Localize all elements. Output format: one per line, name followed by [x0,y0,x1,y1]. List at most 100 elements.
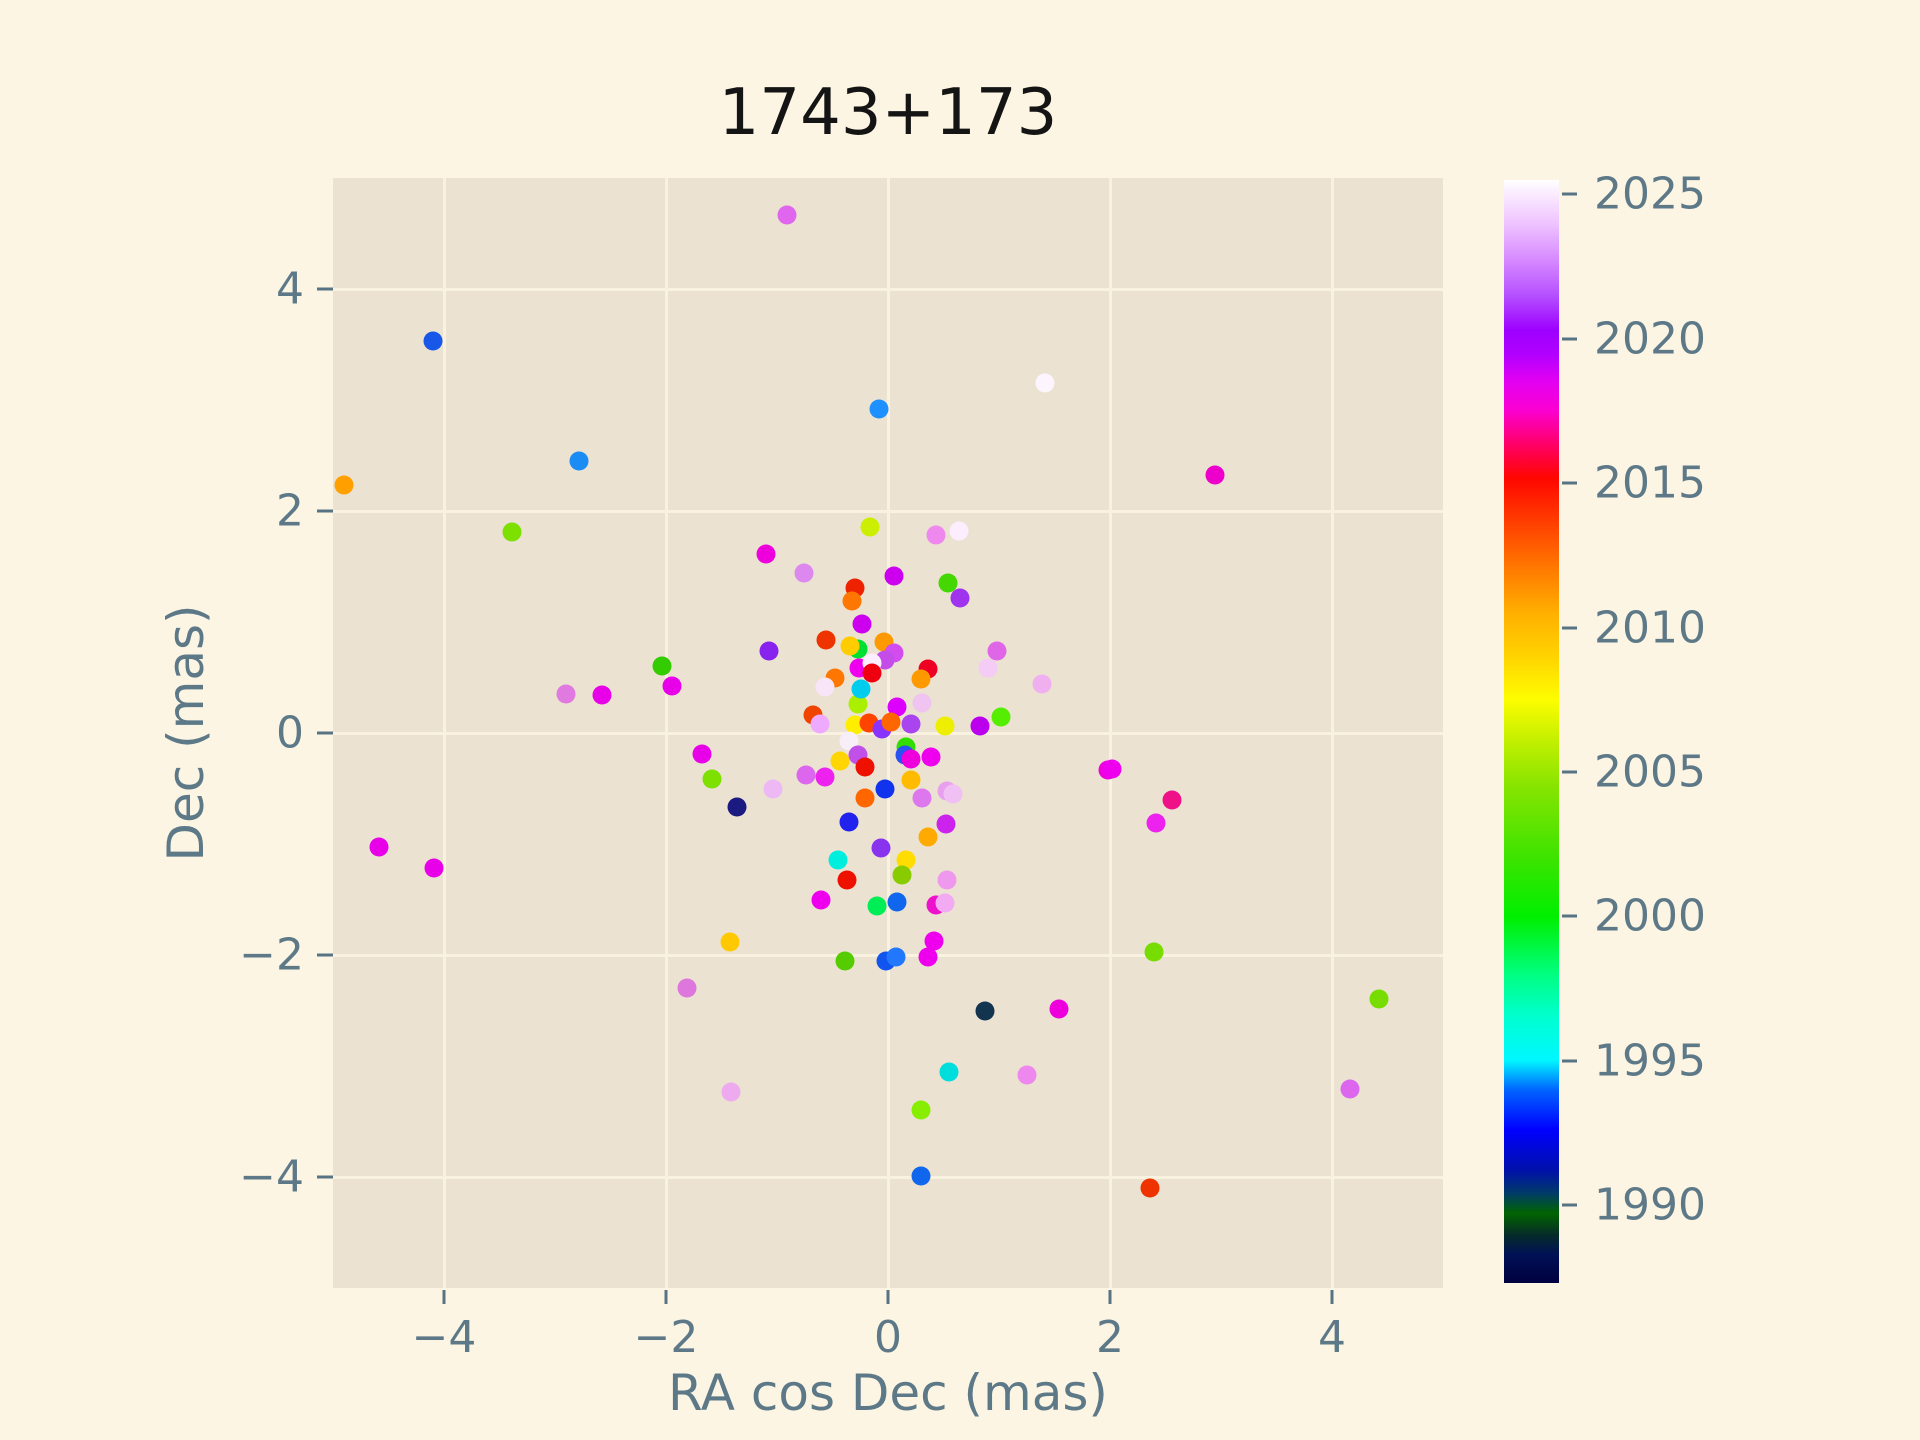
y-tick-label: 4 [276,263,304,315]
data-point [862,663,882,683]
x-tick-label: 4 [1318,1312,1346,1363]
colorbar-tick-label: 2010 [1594,602,1706,654]
colorbar-tick-mark [1562,1203,1577,1207]
data-point [855,757,875,777]
data-point [1102,759,1122,779]
data-point [811,890,831,909]
colorbar [1504,180,1559,1283]
data-point [727,797,747,817]
data-point [911,1166,931,1186]
y-tick-label: 0 [276,707,304,759]
data-point [423,331,443,351]
data-point [937,870,957,890]
data-point [830,751,850,771]
data-point [926,525,946,545]
data-point [756,544,776,564]
colorbar-tick-mark [1562,1059,1577,1063]
gridline-horizontal [333,1175,1443,1179]
data-point [840,636,860,656]
data-point [860,517,880,537]
data-point [887,892,907,912]
data-point [875,779,895,798]
data-point [677,978,697,998]
data-point [892,865,912,885]
colorbar-tick-label: 2015 [1594,457,1706,509]
y-tick-mark [317,287,333,291]
data-point [970,716,990,736]
colorbar-tick-mark [1562,914,1577,918]
y-tick-mark [317,953,333,957]
chart-title: 1743+173 [718,76,1058,150]
data-point [502,522,522,542]
data-point [887,697,907,717]
data-point [720,932,740,952]
data-point [816,630,836,650]
gridline-horizontal [333,287,1443,291]
data-point [911,669,931,689]
data-point [759,641,779,661]
data-point [943,784,963,804]
data-point [815,767,835,787]
x-tick-label: −4 [411,1312,477,1363]
data-point [896,850,916,870]
data-point [938,573,958,593]
colorbar-tick-label: 1995 [1594,1035,1706,1087]
data-point [939,1062,959,1082]
data-point [702,769,721,788]
data-point [1049,999,1069,1019]
data-point [796,765,816,785]
data-point [851,679,871,699]
y-axis-label: Dec (mas) [157,604,215,862]
x-axis-label: RA cos Dec (mas) [668,1364,1108,1422]
data-point [950,588,970,608]
data-point [901,749,921,769]
data-point [1032,674,1052,694]
data-point [978,658,998,677]
data-point [842,591,862,611]
plot-area [333,178,1443,1288]
y-tick-label: 2 [276,485,304,537]
colorbar-tick-mark [1562,770,1577,774]
data-point [334,475,354,495]
y-tick-label: −2 [239,929,304,981]
data-point [662,676,682,696]
data-point [936,814,956,834]
colorbar-tick-label: 2020 [1594,313,1706,365]
data-point [918,947,938,967]
data-point [924,931,943,951]
data-point [935,716,955,736]
data-point [871,838,891,858]
data-point [884,566,904,586]
data-point [901,770,921,790]
data-point [1340,1079,1360,1099]
data-point [1162,790,1182,810]
y-tick-mark [317,731,333,735]
data-point [991,707,1011,727]
data-point [1140,1178,1160,1198]
data-point [692,744,712,764]
colorbar-tick-label: 2025 [1594,168,1706,220]
data-point [835,951,855,971]
data-point [424,858,444,878]
x-tick-mark [442,1290,446,1304]
data-point [1144,942,1164,962]
colorbar-tick-label: 2005 [1594,746,1706,798]
data-point [839,812,859,832]
data-point [845,715,865,735]
data-point [935,893,955,913]
data-point [652,656,672,676]
data-point [975,1001,995,1020]
data-point [556,684,576,704]
colorbar-tick-mark [1562,192,1577,196]
x-tick-mark [1108,1290,1112,1304]
x-tick-mark [664,1290,668,1304]
data-point [912,693,932,713]
data-point [592,685,612,705]
y-tick-mark [317,1175,333,1179]
colorbar-tick-label: 1990 [1594,1179,1706,1231]
data-point [810,714,830,734]
data-point [921,747,941,767]
data-point [1205,465,1225,485]
data-point [815,677,835,697]
